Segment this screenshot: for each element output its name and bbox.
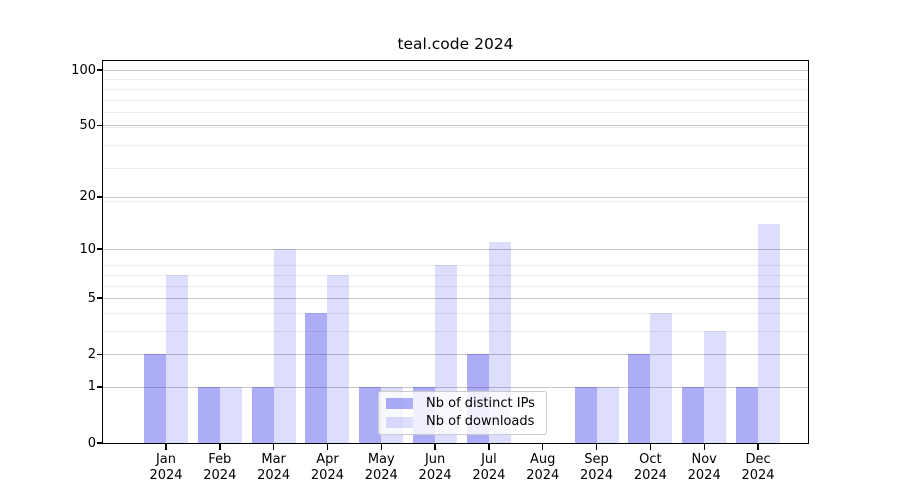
legend: Nb of distinct IPs Nb of downloads bbox=[378, 391, 547, 435]
bar-downloads bbox=[166, 274, 188, 443]
legend-swatch-distinct-ips bbox=[386, 398, 413, 410]
x-axis-tick bbox=[380, 444, 382, 450]
x-axis-tick bbox=[488, 444, 490, 450]
y-tick-label: 100 bbox=[71, 62, 96, 78]
bar-distinct-ips bbox=[305, 312, 328, 443]
x-tick-label: May 2024 bbox=[364, 452, 398, 483]
x-tick-label: Dec 2024 bbox=[741, 452, 775, 483]
gridline-minor bbox=[103, 312, 808, 314]
gridline-major bbox=[103, 125, 808, 127]
chart-title: teal.code 2024 bbox=[397, 35, 514, 53]
gridline-minor bbox=[103, 99, 808, 101]
y-axis-tick bbox=[97, 353, 103, 355]
x-axis-tick bbox=[649, 444, 652, 450]
x-axis-tick bbox=[595, 444, 598, 450]
x-axis-tick bbox=[757, 444, 759, 450]
y-axis-tick bbox=[97, 124, 103, 126]
gridline-major bbox=[103, 249, 808, 251]
gridline-minor bbox=[103, 200, 808, 202]
y-tick-label: 0 bbox=[87, 435, 96, 451]
plot-area bbox=[102, 60, 809, 444]
x-axis-tick bbox=[434, 444, 436, 450]
bar-distinct-ips bbox=[197, 386, 220, 443]
gridline-minor bbox=[103, 168, 808, 170]
x-tick-label: Aug 2024 bbox=[526, 452, 560, 483]
x-axis-tick bbox=[542, 444, 544, 450]
x-tick-label: Mar 2024 bbox=[257, 452, 291, 483]
x-tick-label: Jan 2024 bbox=[149, 452, 183, 483]
bar-distinct-ips bbox=[736, 386, 759, 443]
legend-swatch-downloads bbox=[386, 416, 413, 428]
bar-downloads bbox=[596, 386, 619, 443]
bar-downloads bbox=[219, 386, 242, 443]
x-axis-tick bbox=[165, 444, 167, 450]
y-tick-label: 20 bbox=[79, 189, 96, 205]
gridline-minor bbox=[103, 79, 808, 81]
x-tick-label: Oct 2024 bbox=[633, 452, 667, 483]
bar-distinct-ips bbox=[682, 386, 705, 443]
gridline-minor bbox=[103, 274, 808, 276]
bar-downloads bbox=[758, 224, 781, 443]
y-tick-label: 1 bbox=[87, 379, 96, 395]
gridline-minor bbox=[103, 330, 808, 332]
x-tick-label: Nov 2024 bbox=[687, 452, 721, 483]
bar-distinct-ips bbox=[251, 386, 274, 443]
bar-distinct-ips bbox=[574, 386, 597, 443]
gridline-minor bbox=[103, 285, 808, 287]
legend-label-downloads: Nb of downloads bbox=[426, 414, 535, 430]
gridline-minor bbox=[103, 112, 808, 114]
x-axis-tick bbox=[326, 444, 329, 450]
y-tick-label: 2 bbox=[87, 346, 96, 362]
y-tick-label: 5 bbox=[87, 290, 96, 306]
x-tick-label: Jul 2024 bbox=[472, 452, 506, 483]
x-tick-label: Apr 2024 bbox=[310, 452, 344, 483]
y-axis-tick bbox=[97, 386, 103, 388]
gridline-major bbox=[103, 196, 808, 198]
x-axis-tick bbox=[219, 444, 221, 450]
grid-layer bbox=[103, 61, 808, 443]
bar-distinct-ips bbox=[628, 354, 651, 443]
gridline-minor bbox=[103, 144, 808, 146]
gridline-major bbox=[103, 70, 808, 71]
y-tick-label: 10 bbox=[79, 241, 96, 257]
y-tick-label: 50 bbox=[79, 117, 96, 133]
y-axis-tick bbox=[97, 69, 103, 71]
gridline-major bbox=[103, 298, 808, 300]
bar-downloads bbox=[650, 312, 673, 443]
legend-row-distinct-ips: Nb of distinct IPs bbox=[386, 396, 540, 412]
x-tick-label: Feb 2024 bbox=[203, 452, 237, 483]
x-tick-label: Jun 2024 bbox=[418, 452, 452, 483]
y-axis-tick bbox=[97, 196, 103, 198]
y-axis-tick bbox=[97, 248, 103, 250]
gridline-minor bbox=[103, 126, 808, 128]
bar-distinct-ips bbox=[359, 386, 382, 443]
x-tick-label: Sep 2024 bbox=[580, 452, 614, 483]
x-axis-tick bbox=[703, 444, 705, 450]
gridline-major bbox=[103, 354, 808, 356]
bar-distinct-ips bbox=[144, 354, 166, 443]
gridline-minor bbox=[103, 88, 808, 90]
gridline-major bbox=[103, 386, 808, 388]
gridline-minor bbox=[103, 265, 808, 267]
bar-downloads bbox=[327, 274, 350, 443]
x-axis-tick bbox=[272, 444, 275, 450]
bar-downloads bbox=[704, 330, 727, 443]
legend-label-distinct-ips: Nb of distinct IPs bbox=[426, 395, 535, 411]
bars-layer bbox=[103, 61, 808, 443]
y-axis-tick bbox=[97, 297, 103, 299]
bar-downloads bbox=[273, 249, 296, 443]
legend-row-downloads: Nb of downloads bbox=[386, 415, 540, 431]
y-axis-tick bbox=[97, 442, 103, 444]
